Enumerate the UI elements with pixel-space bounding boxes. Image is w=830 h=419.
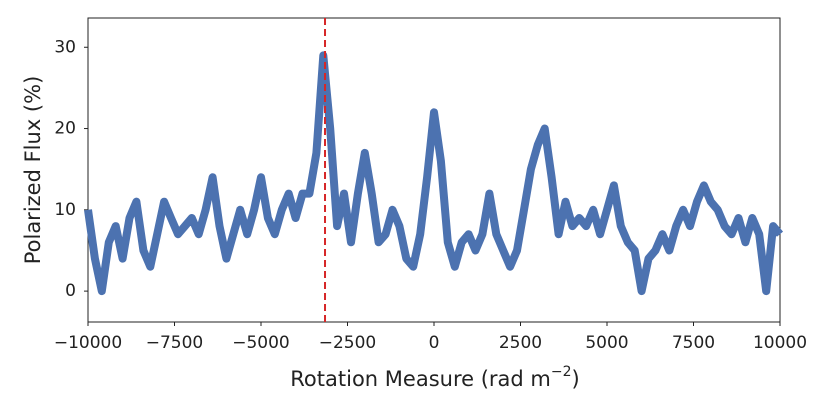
x-label-close: ) xyxy=(572,367,580,391)
series-line xyxy=(84,51,784,296)
x-tick-label: 7500 xyxy=(672,333,715,353)
x-tick-label: −10000 xyxy=(54,333,122,353)
x-axis-label: Rotation Measure (rad m−2) xyxy=(290,364,579,391)
x-label-sup: −2 xyxy=(551,364,572,380)
plot-frame xyxy=(87,17,781,323)
x-tick-label: 10000 xyxy=(753,333,807,353)
x-tick-label: −5000 xyxy=(232,333,290,353)
y-tick-label: 10 xyxy=(54,200,76,220)
x-tick-label: 5000 xyxy=(585,333,628,353)
x-tick-label: −7500 xyxy=(146,333,204,353)
x-tick-label: 0 xyxy=(429,333,440,353)
y-tick-label: 20 xyxy=(54,119,76,139)
y-tick-label: 30 xyxy=(54,37,76,57)
x-tick-label: 2500 xyxy=(499,333,542,353)
y-tick-label: 0 xyxy=(65,281,76,301)
x-tick-label: −2500 xyxy=(319,333,377,353)
y-axis-label: Polarized Flux (%) xyxy=(21,76,45,265)
x-label-text: Rotation Measure (rad m xyxy=(290,367,551,391)
